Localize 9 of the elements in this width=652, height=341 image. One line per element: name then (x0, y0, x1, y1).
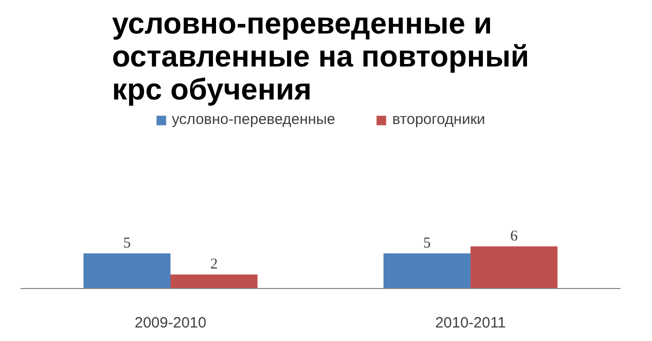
legend-label: условно-переведенные (172, 111, 336, 128)
legend-label: второгодники (392, 111, 486, 128)
data-label: 2 (210, 256, 218, 272)
x-tick-label: 2010-2011 (435, 314, 506, 332)
data-label: 5 (423, 235, 431, 252)
chart-title: условно-переведенные и оставленные на повторный крс обучения (112, 8, 530, 106)
x-tick-label: 2009-2010 (134, 314, 206, 332)
data-label: 5 (123, 235, 131, 252)
data-label: 6 (510, 228, 518, 244)
